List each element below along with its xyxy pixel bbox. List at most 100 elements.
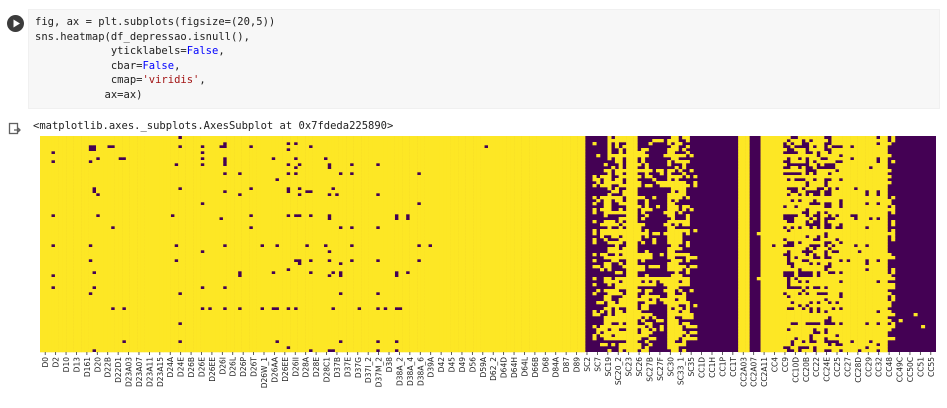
heatmap-cell bbox=[226, 136, 231, 140]
heatmap-cell bbox=[200, 271, 205, 275]
heatmap-cell bbox=[222, 238, 227, 242]
heatmap-cell bbox=[107, 301, 112, 305]
heatmap-cell bbox=[204, 178, 209, 182]
heatmap-cell bbox=[77, 304, 82, 308]
heatmap-cell bbox=[137, 160, 142, 164]
code-editor[interactable]: fig, ax = plt.subplots(figsize=(20,5)) sn… bbox=[28, 9, 940, 109]
heatmap-cell bbox=[163, 298, 168, 302]
heatmap-cell bbox=[166, 208, 171, 212]
heatmap-cell bbox=[148, 175, 153, 179]
heatmap-cell bbox=[114, 241, 119, 245]
heatmap-cell bbox=[66, 157, 71, 161]
heatmap-cell bbox=[144, 190, 149, 194]
heatmap-cell bbox=[163, 136, 168, 140]
heatmap-cell bbox=[185, 172, 190, 176]
heatmap-cell bbox=[170, 268, 175, 272]
heatmap-cell bbox=[58, 220, 63, 224]
heatmap-cell bbox=[245, 256, 250, 260]
heatmap-cell bbox=[241, 241, 246, 245]
heatmap-cell bbox=[215, 199, 220, 203]
heatmap-cell bbox=[69, 223, 74, 227]
heatmap-cell bbox=[293, 274, 298, 278]
heatmap-cell bbox=[275, 295, 280, 299]
heatmap-cell bbox=[293, 319, 298, 323]
heatmap-cell bbox=[267, 325, 272, 329]
heatmap-cell bbox=[47, 214, 52, 218]
heatmap-cell bbox=[219, 286, 224, 290]
heatmap-cell bbox=[66, 316, 71, 320]
heatmap-cell bbox=[144, 343, 149, 347]
heatmap-cell bbox=[58, 244, 63, 248]
heatmap-cell bbox=[208, 205, 213, 209]
heatmap-cell bbox=[252, 220, 257, 224]
heatmap-cell bbox=[286, 199, 291, 203]
heatmap-cell bbox=[110, 232, 115, 236]
heatmap-cell bbox=[196, 163, 201, 167]
heatmap-cell bbox=[196, 142, 201, 146]
heatmap-cell bbox=[226, 307, 231, 311]
heatmap-cell bbox=[110, 277, 115, 281]
heatmap-cell bbox=[204, 175, 209, 179]
heatmap-cell bbox=[208, 280, 213, 284]
heatmap-cell bbox=[133, 268, 138, 272]
heatmap-cell bbox=[73, 193, 78, 197]
heatmap-cell bbox=[245, 235, 250, 239]
heatmap-cell bbox=[222, 271, 227, 275]
heatmap-cell bbox=[58, 154, 63, 158]
heatmap-cell bbox=[196, 298, 201, 302]
heatmap-cell bbox=[275, 154, 280, 158]
heatmap-cell bbox=[267, 154, 272, 158]
heatmap-cell bbox=[88, 265, 93, 269]
heatmap-cell bbox=[249, 166, 254, 170]
heatmap-cell bbox=[170, 322, 175, 326]
heatmap-cell bbox=[181, 196, 186, 200]
heatmap-cell bbox=[200, 343, 205, 347]
heatmap-cell bbox=[66, 349, 71, 353]
heatmap-cell bbox=[174, 148, 179, 152]
heatmap-cell bbox=[107, 292, 112, 296]
heatmap-cell bbox=[245, 208, 250, 212]
heatmap-cell bbox=[245, 271, 250, 275]
heatmap-cell bbox=[234, 337, 239, 341]
heatmap-cell bbox=[219, 157, 224, 161]
heatmap-cell bbox=[219, 319, 224, 323]
heatmap-cell bbox=[267, 292, 272, 296]
heatmap-cell bbox=[170, 346, 175, 350]
heatmap-cell bbox=[92, 142, 97, 146]
heatmap-cell bbox=[282, 193, 287, 197]
heatmap-cell bbox=[200, 277, 205, 281]
heatmap-cell bbox=[222, 280, 227, 284]
heatmap-cell bbox=[81, 286, 86, 290]
output-options-icon[interactable] bbox=[8, 122, 22, 136]
heatmap-cell bbox=[66, 229, 71, 233]
heatmap-cell bbox=[301, 208, 306, 212]
heatmap-cell bbox=[51, 277, 56, 281]
heatmap-cell bbox=[200, 142, 205, 146]
heatmap-cell bbox=[129, 340, 134, 344]
heatmap-cell bbox=[43, 247, 48, 251]
heatmap-cell bbox=[133, 295, 138, 299]
heatmap-cell bbox=[81, 163, 86, 167]
heatmap-cell bbox=[43, 271, 48, 275]
heatmap-cell bbox=[189, 328, 194, 332]
heatmap-cell bbox=[99, 283, 104, 287]
heatmap-cell bbox=[290, 256, 295, 260]
heatmap-cell bbox=[166, 211, 171, 215]
heatmap-cell bbox=[43, 181, 48, 185]
heatmap-cell bbox=[189, 277, 194, 281]
heatmap-cell bbox=[69, 220, 74, 224]
heatmap-cell bbox=[40, 211, 45, 215]
heatmap-cell bbox=[84, 301, 89, 305]
heatmap-cell bbox=[241, 229, 246, 233]
heatmap-cell bbox=[62, 274, 67, 278]
heatmap-cell bbox=[260, 313, 265, 317]
heatmap-cell bbox=[189, 172, 194, 176]
heatmap-cell bbox=[92, 139, 97, 143]
heatmap-cell bbox=[181, 325, 186, 329]
run-cell-button[interactable] bbox=[7, 15, 24, 32]
heatmap-cell bbox=[241, 346, 246, 350]
heatmap-cell bbox=[69, 280, 74, 284]
heatmap-cell bbox=[114, 244, 119, 248]
heatmap-cell bbox=[189, 289, 194, 293]
heatmap-cell bbox=[226, 145, 231, 149]
